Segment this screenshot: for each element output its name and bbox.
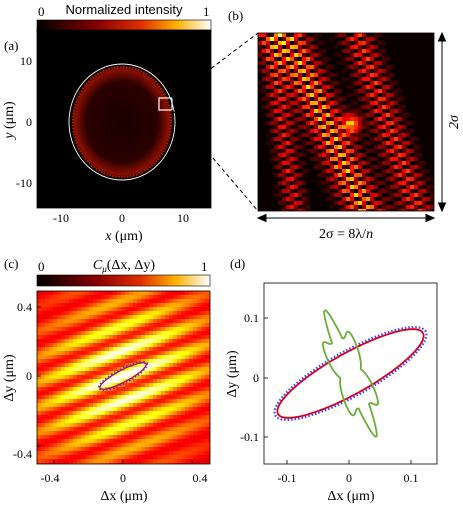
panel-d-ytick-0: 0.1 [244,311,259,325]
panel-b-height-arrow [437,31,447,213]
panel-c-fit-ellipse-blue [97,360,149,392]
panel-d-curves [273,309,428,438]
panel-c-ytick-2: -0.4 [13,447,32,461]
panel-d-ylabel: Δy (μm) [225,350,240,398]
panel-c-ylabel: Δy (μm) [2,354,17,402]
panel-d-plot-area [263,282,438,465]
panel-b-side-label: 2σ [447,114,462,129]
panel-a-ylabel: y (μm) [2,101,17,141]
panel-b-bottom-label: 2σ = 8λ/n [319,227,373,242]
panel-a-xtick-2: 10 [177,211,189,225]
zoom-connector-bottom [171,109,259,212]
panel-d-ytick-2: -0.1 [240,430,259,444]
colorbar-top [36,19,212,32]
panel-d-curve-blue [273,326,428,421]
zoom-box [158,97,173,111]
colorbar-bottom-min: 0 [38,259,45,274]
panel-c-xtick-0: -0.4 [41,471,60,485]
panel-a-ytick-2: -10 [16,176,32,190]
panel-d-xtick-2: 0.1 [404,471,419,485]
panel-c-image [37,291,210,464]
colorbar-bottom-max: 1 [201,259,208,274]
panel-d-xtick-1: 0 [346,471,352,485]
panel-c-ytick-1: 0 [26,369,32,383]
panel-a-xlabel: x (μm) [104,229,143,244]
panel-c-xtick-1: 0 [120,471,126,485]
panel-d-xlabel: Δx (μm) [327,489,375,504]
panel-c-xlabel: Δx (μm) [100,489,148,504]
panel-c-label: (c) [4,256,18,271]
colorbar-top-title: Normalized intensity [65,2,183,17]
aperture-outline [68,63,176,181]
panel-d-curve-red [276,328,425,419]
panel-b-image [258,33,434,211]
panel-c-xtick-2: 0.4 [193,471,208,485]
panel-b-width-arrow [256,213,436,223]
panel-a-image [37,30,211,208]
panel-a-ytick-1: 0 [26,115,32,129]
colorbar-bottom-title: Cμ(Δx, Δy) [93,258,156,274]
panel-c-ytick-0: 0.4 [17,300,32,314]
panel-a-xtick-1: 0 [119,211,125,225]
colorbar-bottom [36,274,211,287]
panel-d-curve-green [321,309,380,438]
panel-d-xtick-0: -0.1 [278,471,297,485]
panel-a-xtick-0: -10 [53,211,69,225]
panel-b-label: (b) [228,8,243,23]
colorbar-top-max: 1 [203,4,210,19]
panel-a-ytick-0: 10 [20,54,32,68]
zoom-connector-top [171,32,259,99]
panel-d-label: (d) [230,256,245,271]
panel-a-label: (a) [4,38,18,53]
colorbar-top-min: 0 [38,4,45,19]
panel-d-ytick-1: 0 [253,371,259,385]
